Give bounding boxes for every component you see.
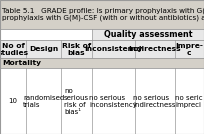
Text: no serious
indirectness: no serious indirectness [133,95,176,108]
Text: Table 5.1   GRADE profile: Is primary prophylaxis with G(M)-: Table 5.1 GRADE profile: Is primary prop… [2,7,204,14]
Text: Inconsistency: Inconsistency [84,46,143,52]
Text: no serious
inconsistency: no serious inconsistency [89,95,137,108]
Text: Risk of
bias: Risk of bias [62,43,91,56]
Bar [92,29,204,40]
Text: 10: 10 [9,98,18,104]
Text: Quality assessment: Quality assessment [104,30,192,39]
Text: Design: Design [29,46,58,52]
Text: prophylaxis with G(M)-CSF (with or without antibiotics) at in: prophylaxis with G(M)-CSF (with or witho… [2,15,204,21]
Bar [0,29,92,40]
Bar [0,0,204,29]
Bar [0,68,204,134]
Bar [0,58,204,68]
Text: no
serious
risk of
bias¹: no serious risk of bias¹ [64,88,89,115]
Text: randomised
trials: randomised trials [23,95,64,108]
Text: Indirectness: Indirectness [128,46,181,52]
Text: Mortality: Mortality [2,60,41,66]
Text: Impre-
c: Impre- c [175,43,203,56]
Text: no seric
impreci: no seric impreci [175,95,203,108]
Bar [0,40,204,58]
Text: No of
studies: No of studies [0,43,29,56]
